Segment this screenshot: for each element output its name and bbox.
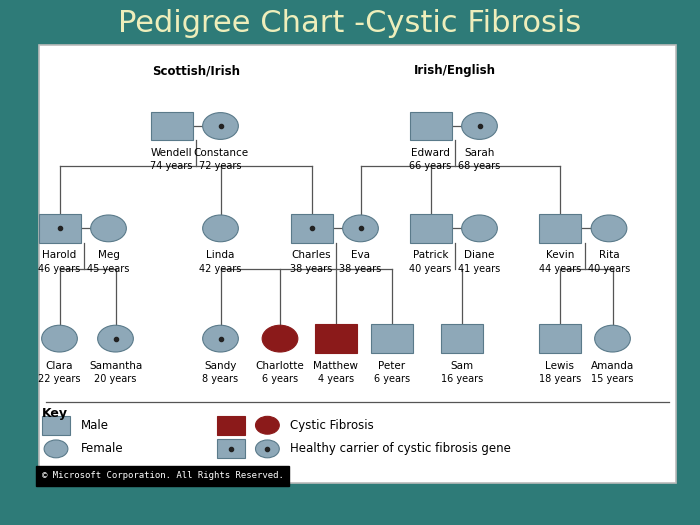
Text: Scottish/Irish: Scottish/Irish	[152, 65, 240, 77]
Text: Eva: Eva	[351, 250, 370, 260]
Circle shape	[591, 215, 627, 242]
Text: 74 years: 74 years	[150, 161, 193, 171]
Text: Key: Key	[42, 407, 68, 420]
Text: 38 years: 38 years	[290, 264, 332, 274]
Text: Amanda: Amanda	[591, 361, 634, 371]
Text: Edward: Edward	[411, 148, 450, 158]
Text: Sandy: Sandy	[204, 361, 237, 371]
Text: 66 years: 66 years	[410, 161, 452, 171]
Circle shape	[203, 325, 238, 352]
Circle shape	[97, 325, 133, 352]
FancyBboxPatch shape	[371, 324, 413, 353]
Circle shape	[42, 325, 78, 352]
Text: Female: Female	[80, 443, 123, 455]
Circle shape	[462, 112, 498, 139]
Circle shape	[256, 416, 279, 434]
Text: 15 years: 15 years	[592, 374, 634, 384]
Text: 18 years: 18 years	[539, 374, 581, 384]
Text: Peter: Peter	[379, 361, 405, 371]
Text: 44 years: 44 years	[539, 264, 581, 274]
Text: 20 years: 20 years	[94, 374, 136, 384]
Text: Rita: Rita	[598, 250, 620, 260]
Text: Harold: Harold	[43, 250, 76, 260]
Circle shape	[203, 215, 238, 242]
FancyBboxPatch shape	[290, 214, 332, 243]
FancyBboxPatch shape	[539, 214, 581, 243]
Text: Charlotte: Charlotte	[256, 361, 304, 371]
Text: Meg: Meg	[97, 250, 120, 260]
Text: Lewis: Lewis	[545, 361, 575, 371]
Text: 45 years: 45 years	[88, 264, 130, 274]
Circle shape	[262, 325, 298, 352]
Text: Cystic Fibrosis: Cystic Fibrosis	[290, 419, 374, 432]
Text: 68 years: 68 years	[458, 161, 500, 171]
Text: Samantha: Samantha	[89, 361, 142, 371]
Text: 38 years: 38 years	[340, 264, 382, 274]
FancyBboxPatch shape	[441, 324, 483, 353]
Text: 6 years: 6 years	[374, 374, 410, 384]
FancyBboxPatch shape	[315, 324, 357, 353]
Text: Patrick: Patrick	[413, 250, 448, 260]
Text: Constance: Constance	[193, 148, 248, 158]
Text: 22 years: 22 years	[38, 374, 80, 384]
Text: Matthew: Matthew	[314, 361, 358, 371]
FancyBboxPatch shape	[150, 112, 193, 140]
Text: Sarah: Sarah	[464, 148, 495, 158]
FancyBboxPatch shape	[217, 416, 245, 435]
FancyBboxPatch shape	[38, 214, 80, 243]
Text: Diane: Diane	[464, 250, 495, 260]
Text: 40 years: 40 years	[588, 264, 630, 274]
Text: Pedigree Chart -Cystic Fibrosis: Pedigree Chart -Cystic Fibrosis	[118, 9, 582, 38]
Text: Sam: Sam	[450, 361, 474, 371]
FancyBboxPatch shape	[410, 214, 452, 243]
Circle shape	[343, 215, 378, 242]
Text: Clara: Clara	[46, 361, 74, 371]
Text: © Microsoft Corporation. All Rights Reserved.: © Microsoft Corporation. All Rights Rese…	[42, 471, 284, 480]
Circle shape	[594, 325, 631, 352]
Text: Linda: Linda	[206, 250, 235, 260]
FancyBboxPatch shape	[217, 439, 245, 458]
Text: Charles: Charles	[292, 250, 331, 260]
Text: Wendell: Wendell	[150, 148, 193, 158]
Circle shape	[203, 112, 238, 139]
Text: 6 years: 6 years	[262, 374, 298, 384]
Text: 42 years: 42 years	[199, 264, 241, 274]
Circle shape	[256, 440, 279, 458]
Text: 41 years: 41 years	[458, 264, 500, 274]
Text: 46 years: 46 years	[38, 264, 80, 274]
Text: Kevin: Kevin	[546, 250, 574, 260]
Text: Irish/English: Irish/English	[414, 65, 496, 77]
Circle shape	[44, 440, 68, 458]
Circle shape	[462, 215, 498, 242]
Text: Male: Male	[80, 419, 108, 432]
Text: 8 years: 8 years	[202, 374, 239, 384]
Text: 72 years: 72 years	[199, 161, 241, 171]
FancyBboxPatch shape	[539, 324, 581, 353]
FancyBboxPatch shape	[410, 112, 452, 140]
Text: 16 years: 16 years	[441, 374, 483, 384]
Text: Healthy carrier of cystic fibrosis gene: Healthy carrier of cystic fibrosis gene	[290, 443, 511, 455]
Text: 40 years: 40 years	[410, 264, 452, 274]
Circle shape	[90, 215, 126, 242]
FancyBboxPatch shape	[42, 416, 70, 435]
Text: 4 years: 4 years	[318, 374, 354, 384]
